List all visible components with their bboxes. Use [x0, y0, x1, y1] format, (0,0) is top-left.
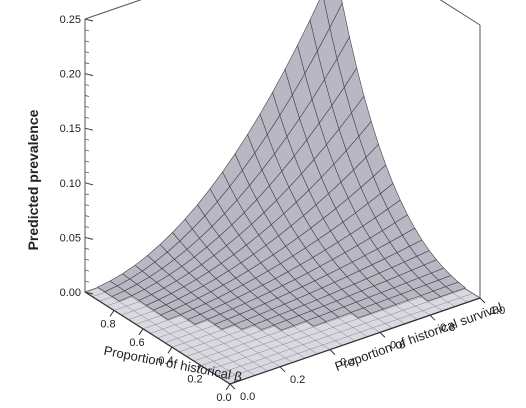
surface-patch [253, 319, 275, 330]
front-edges [84, 291, 481, 385]
z-axis-title: Predicted prevalence [25, 109, 41, 250]
surface-patch [420, 290, 442, 302]
y-tick-label: 0.6 [390, 339, 405, 351]
z-minor-tick [84, 105, 90, 108]
z-minor-tick [84, 116, 90, 119]
y-tick-label: 0.4 [340, 357, 355, 369]
surface-patch [187, 313, 209, 325]
y-tick-label: 0.2 [290, 374, 305, 386]
z-minor-tick [84, 215, 90, 217]
z-minor-tick [84, 247, 90, 250]
z-tick-label: 0.25 [60, 14, 81, 26]
z-minor-tick [84, 40, 90, 43]
x-tick [167, 346, 173, 354]
z-axis-ticks: 0.25 0.20 0.15 0.10 0.05 0.00 [60, 14, 94, 299]
x-tick-label: 0.4 [158, 355, 173, 367]
z-minor-tick [84, 258, 90, 261]
z-tick-label: 0.10 [60, 178, 81, 190]
x-tick-label: 0.0 [216, 392, 231, 404]
x-tick [196, 365, 202, 372]
z-minor-tick [84, 204, 90, 207]
z-minor-tick [84, 280, 90, 283]
z-tick-label: 0.15 [60, 123, 81, 135]
surface-patch [350, 307, 372, 319]
x-tick-label: 0.2 [187, 374, 202, 386]
y-tick-label: 0.8 [440, 322, 455, 334]
x-tick [138, 328, 144, 336]
z-minor-tick [84, 127, 90, 130]
z-minor-tick [84, 160, 90, 163]
z-minor-tick [84, 237, 90, 239]
y-tick [429, 314, 436, 321]
y-tick [479, 297, 486, 304]
x-tick-label: 0.6 [129, 337, 144, 349]
z-minor-tick [84, 18, 90, 21]
z-minor-tick [84, 29, 90, 32]
z-minor-tick [84, 291, 90, 294]
z-minor-tick [84, 95, 90, 97]
y-axis-ticks: 0.0 0.2 0.4 0.6 0.8 1.0 [229, 297, 505, 403]
y-tick [229, 383, 236, 390]
z-tick-label: 0.20 [60, 69, 81, 81]
z-tick-label: 0.00 [60, 287, 81, 299]
top-edge-left [84, 0, 142, 20]
x-tick-label: 0.8 [100, 318, 115, 330]
y-tick [329, 349, 336, 355]
surface-patch [111, 290, 133, 302]
x-tick [109, 310, 115, 317]
z-minor-tick [84, 171, 90, 174]
x-axis-ticks: 0.8 0.6 0.4 0.2 0.0 [100, 310, 232, 404]
z-minor-tick [84, 193, 90, 196]
top-edge-right [439, 0, 481, 26]
surface-patch [160, 309, 182, 320]
y-tick [279, 366, 286, 373]
z-minor-tick [84, 73, 90, 75]
y-tick-label: 1.0 [490, 305, 505, 317]
x-tick [225, 383, 231, 391]
front-edge-beta [84, 291, 231, 385]
z-minor-tick [84, 226, 90, 228]
y-tick [379, 332, 386, 338]
surface-patch [233, 319, 255, 330]
z-minor-tick [84, 62, 90, 65]
z-minor-tick [84, 269, 90, 272]
z-minor-tick [84, 182, 90, 185]
z-minor-tick [84, 149, 90, 152]
z-minor-tick [84, 138, 90, 141]
surface-patch [305, 315, 327, 327]
surface-patch [273, 319, 295, 331]
surface [96, 0, 467, 331]
z-minor-tick [84, 84, 90, 86]
z-minor-tick [84, 51, 90, 54]
z-tick-label: 0.05 [60, 232, 81, 244]
surface-patch [214, 318, 236, 330]
y-tick-label: 0.0 [240, 391, 255, 403]
front-edge-survival [229, 297, 481, 385]
